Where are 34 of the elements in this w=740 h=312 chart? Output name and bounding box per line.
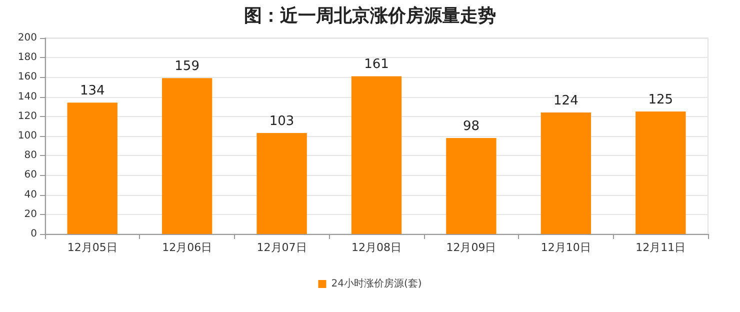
data-label: 159: [174, 59, 200, 74]
bar: [540, 112, 592, 234]
bar: [256, 133, 307, 234]
data-label: 98: [462, 118, 480, 134]
x-tick-label: 12月08日: [352, 241, 402, 254]
x-tick-label: 12月05日: [67, 241, 118, 254]
legend-label: 24小时涨价房源(套): [331, 278, 422, 290]
x-tick-label: 12月06日: [162, 241, 212, 254]
data-label: 103: [269, 114, 294, 130]
y-tick-label: 200: [18, 32, 37, 44]
y-tick-label: 180: [18, 52, 37, 64]
bar: [446, 138, 496, 234]
bar: [636, 112, 686, 234]
y-tick-label: 160: [18, 72, 37, 83]
chart-title: 图：近一周北京涨价房源量走势: [244, 6, 496, 26]
y-tick-label: 100: [18, 130, 37, 142]
bar: [162, 78, 212, 234]
data-label: 134: [80, 84, 105, 99]
data-label: 125: [648, 92, 674, 108]
bar: [351, 76, 402, 234]
y-tick-label: 140: [18, 91, 37, 102]
x-tick-label: 12月10日: [540, 241, 591, 254]
x-tick-label: 12月11日: [636, 241, 686, 254]
y-tick-label: 80: [24, 150, 37, 162]
y-tick-label: 20: [24, 208, 37, 220]
y-tick-label: 40: [24, 189, 37, 200]
bar: [67, 102, 118, 234]
data-label: 124: [554, 93, 578, 108]
x-tick-label: 12月07日: [256, 241, 307, 254]
x-tick-label: 12月09日: [446, 241, 496, 254]
data-label: 161: [364, 57, 389, 72]
y-tick-label: 0: [30, 228, 37, 240]
y-tick-label: 60: [24, 170, 37, 181]
y-tick-label: 120: [18, 110, 37, 122]
